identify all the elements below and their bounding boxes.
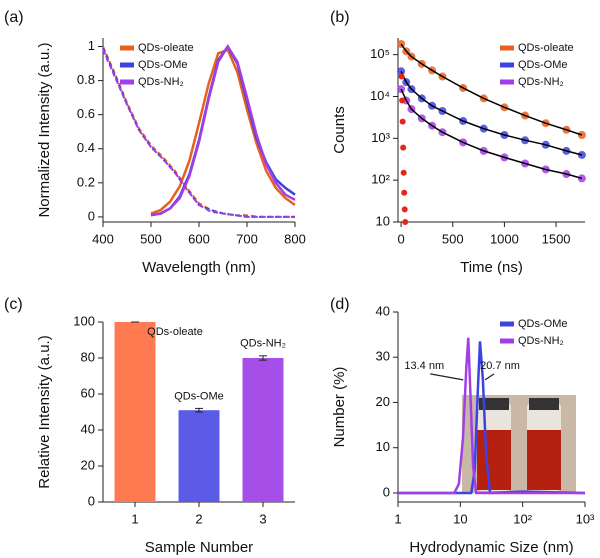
x-tick-label: 400 (92, 231, 114, 246)
inset-photo (462, 395, 576, 493)
y-tick-label: 0.8 (77, 72, 95, 87)
y-axis-label: Relative Intensity (a.u.) (36, 335, 53, 488)
bar-label: QDs-NH₂ (240, 338, 286, 350)
y-axis-label: Normalized Intensity (a.u.) (36, 42, 53, 217)
series-line (398, 337, 585, 495)
x-axis-label: Wavelength (nm) (142, 259, 256, 276)
y-tick-label: 0 (88, 493, 95, 508)
y-tick-label: 0 (383, 484, 390, 499)
bar (178, 410, 220, 502)
y-tick-label: 10⁵ (370, 46, 390, 61)
legend-label: QDs-oleate (138, 42, 194, 54)
irf-point (401, 206, 408, 213)
legend-label: QDs-OMe (518, 318, 568, 330)
y-tick-label: 10³ (371, 130, 390, 145)
y-tick-label: 0.4 (77, 140, 95, 155)
x-tick-label: 700 (236, 231, 258, 246)
irf-point (400, 169, 407, 176)
absorbance-line (102, 49, 295, 218)
annotation: 13.4 nm (404, 360, 444, 372)
irf-point (399, 97, 406, 104)
y-tick-label: 20 (81, 457, 95, 472)
legend-label: QDs-NH₂ (518, 335, 564, 347)
y-tick-label: 100 (73, 313, 95, 328)
annotation-arrow (430, 373, 464, 381)
legend-label: QDs-oleate (518, 42, 574, 54)
bar (114, 322, 156, 502)
y-tick-label: 40 (376, 303, 390, 318)
y-axis-label: Counts (331, 106, 348, 154)
fit-line (400, 70, 583, 156)
y-tick-label: 10⁴ (370, 88, 390, 103)
y-tick-label: 80 (81, 349, 95, 364)
irf-point (398, 73, 405, 80)
irf-point (402, 219, 409, 225)
y-tick-label: 30 (376, 349, 390, 364)
y-tick-label: 10 (376, 439, 390, 454)
x-tick-label: 800 (284, 231, 306, 246)
series-line (150, 44, 296, 217)
x-tick-label: 10² (513, 511, 532, 526)
y-tick-label: 0.2 (77, 174, 95, 189)
y-tick-label: 0 (88, 208, 95, 223)
x-tick-label: 1 (394, 511, 401, 526)
y-axis-label: Number (%) (331, 367, 348, 448)
x-axis-label: Sample Number (145, 539, 253, 556)
y-tick-label: 60 (81, 385, 95, 400)
y-tick-label: 0.6 (77, 106, 95, 121)
legend-label: QDs-OMe (518, 59, 568, 71)
panel-label: (c) (4, 296, 23, 313)
bar-label: QDs-OMe (174, 390, 224, 402)
x-axis-label: Time (ns) (460, 259, 523, 276)
y-tick-label: 10² (371, 172, 390, 187)
legend-label: QDs-OMe (138, 59, 188, 71)
panel-label: (a) (4, 9, 24, 26)
y-tick-label: 40 (81, 421, 95, 436)
x-tick-label: 1500 (542, 231, 571, 246)
data-point (577, 174, 586, 183)
bar-label: QDs-oleate (147, 326, 203, 338)
annotation-arrow (484, 373, 495, 381)
legend-label: QDs-NH₂ (138, 76, 184, 88)
y-tick-label: 10 (376, 213, 390, 228)
y-tick-label: 1 (88, 38, 95, 53)
irf-point (401, 189, 408, 196)
absorbance-line (102, 47, 295, 218)
annotation: 20.7 nm (480, 360, 520, 372)
x-axis-label: Hydrodynamic Size (nm) (409, 539, 573, 556)
series-line (150, 48, 296, 215)
x-tick-label: 3 (259, 511, 266, 526)
irf-point (400, 144, 407, 151)
x-tick-label: 0 (397, 231, 404, 246)
y-tick-label: 20 (376, 394, 390, 409)
series-line (150, 44, 296, 217)
x-tick-label: 600 (188, 231, 210, 246)
legend-label: QDs-NH₂ (518, 76, 564, 88)
x-tick-label: 1000 (490, 231, 519, 246)
panel-label: (b) (330, 9, 350, 26)
irf-point (399, 118, 406, 125)
fit-line (400, 88, 583, 180)
data-point (397, 67, 406, 76)
data-point (577, 131, 586, 140)
x-tick-label: 10 (453, 511, 467, 526)
fit-line (400, 43, 583, 136)
x-tick-label: 500 (140, 231, 162, 246)
x-tick-label: 10³ (576, 511, 595, 526)
panel-label: (d) (330, 296, 350, 313)
bar (242, 358, 284, 502)
x-tick-label: 2 (195, 511, 202, 526)
x-tick-label: 1 (131, 511, 138, 526)
x-tick-label: 500 (442, 231, 464, 246)
absorbance-line (102, 46, 295, 218)
